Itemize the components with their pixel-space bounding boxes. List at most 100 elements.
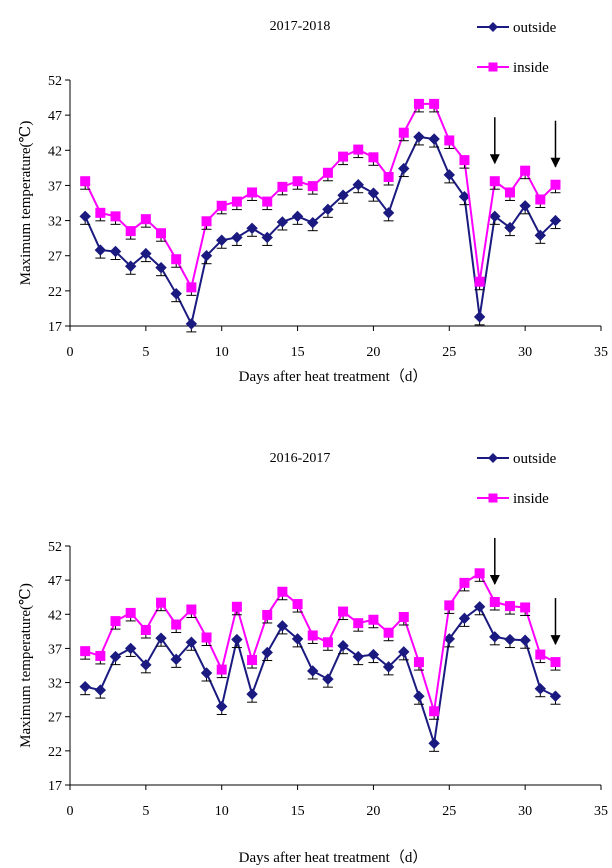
legend-marker-inside bbox=[488, 62, 498, 72]
data-point-outside bbox=[337, 189, 349, 201]
x-tick-label: 10 bbox=[215, 345, 229, 360]
series-line-inside bbox=[84, 102, 557, 291]
data-point-inside bbox=[413, 98, 424, 109]
data-point-inside bbox=[186, 282, 197, 293]
data-point-inside bbox=[353, 144, 364, 155]
data-point-outside bbox=[473, 311, 486, 323]
data-point-inside bbox=[429, 98, 440, 109]
y-tick-label: 22 bbox=[48, 745, 62, 760]
data-point-inside bbox=[277, 181, 288, 192]
data-point-outside bbox=[382, 661, 395, 673]
series-line-inside bbox=[84, 571, 556, 712]
data-point-outside bbox=[246, 688, 258, 700]
data-point-outside bbox=[307, 216, 319, 229]
data-point-inside bbox=[95, 650, 106, 661]
data-point-inside bbox=[125, 226, 136, 237]
data-point-inside bbox=[520, 602, 531, 613]
data-point-outside bbox=[246, 222, 258, 235]
data-point-inside bbox=[413, 657, 424, 668]
data-point-outside bbox=[504, 633, 516, 646]
data-point-inside bbox=[459, 577, 470, 588]
y-tick-label: 42 bbox=[48, 608, 62, 623]
data-point-outside bbox=[261, 231, 273, 244]
data-point-outside bbox=[216, 700, 228, 713]
series-line-outside bbox=[84, 605, 556, 744]
data-point-outside bbox=[413, 690, 425, 702]
data-point-outside bbox=[155, 632, 167, 644]
data-point-outside bbox=[443, 169, 455, 181]
data-point-outside bbox=[155, 261, 167, 274]
data-point-inside bbox=[322, 167, 333, 178]
data-point-outside bbox=[124, 260, 137, 272]
data-point-outside bbox=[549, 214, 562, 227]
data-point-inside bbox=[140, 214, 151, 225]
x-tick-label: 20 bbox=[366, 804, 380, 819]
data-point-outside bbox=[79, 210, 91, 223]
data-point-inside bbox=[459, 155, 470, 166]
y-tick-label: 52 bbox=[48, 74, 62, 89]
data-point-inside bbox=[262, 609, 273, 620]
data-point-inside bbox=[80, 176, 91, 187]
data-point-outside bbox=[398, 162, 410, 175]
x-tick-label: 30 bbox=[518, 804, 532, 819]
data-point-inside bbox=[262, 196, 273, 207]
data-point-inside bbox=[474, 568, 485, 579]
data-point-inside bbox=[156, 597, 167, 608]
data-point-inside bbox=[307, 630, 318, 641]
data-point-inside bbox=[383, 627, 394, 638]
data-point-outside bbox=[352, 179, 364, 191]
data-point-outside bbox=[428, 133, 440, 145]
legend-label-inside: inside bbox=[513, 60, 549, 76]
data-point-inside bbox=[368, 152, 379, 163]
legend-label-outside: outside bbox=[513, 451, 557, 467]
legend-marker-outside bbox=[488, 22, 498, 32]
data-point-outside bbox=[185, 636, 198, 648]
data-point-outside bbox=[140, 247, 152, 260]
y-tick-label: 37 bbox=[48, 642, 62, 657]
chart-title: 2016-2017 bbox=[270, 451, 331, 466]
data-point-inside bbox=[474, 276, 485, 287]
data-point-inside bbox=[216, 200, 227, 211]
data-point-outside bbox=[200, 667, 213, 679]
chart-2016-2017: 17 22 27 32 37 42 47 52 0 5 10 15 20 25 30 35 2016-2017 D… bbox=[18, 451, 608, 866]
data-point-inside bbox=[292, 176, 303, 187]
data-point-inside bbox=[398, 612, 409, 623]
data-point-inside bbox=[550, 179, 561, 190]
data-point-inside bbox=[231, 601, 242, 612]
data-point-outside bbox=[398, 646, 410, 658]
data-point-outside bbox=[276, 216, 289, 228]
data-point-outside bbox=[519, 634, 531, 646]
data-point-outside bbox=[352, 650, 364, 663]
data-point-inside bbox=[338, 606, 349, 617]
data-point-outside bbox=[185, 318, 198, 330]
data-point-outside bbox=[291, 633, 304, 645]
x-tick-label: 30 bbox=[518, 345, 532, 360]
data-point-outside bbox=[549, 690, 562, 702]
data-point-inside bbox=[292, 599, 303, 610]
data-point-outside bbox=[291, 210, 304, 223]
chart-2017-2018: 17 22 27 32 37 42 47 52 0 5 10 15 20 25 30 35 2017-2018 D… bbox=[18, 19, 608, 385]
data-point-inside bbox=[338, 151, 349, 162]
data-point-inside bbox=[504, 187, 515, 198]
y-tick-label: 37 bbox=[48, 179, 62, 194]
data-point-outside bbox=[322, 203, 334, 216]
data-point-outside bbox=[170, 653, 182, 666]
data-point-outside bbox=[94, 244, 107, 256]
data-point-outside bbox=[79, 680, 91, 693]
y-tick-label: 27 bbox=[48, 711, 62, 726]
x-tick-label: 0 bbox=[67, 804, 74, 819]
data-point-outside bbox=[200, 250, 213, 262]
data-point-inside bbox=[429, 706, 440, 717]
data-point-inside bbox=[186, 604, 197, 615]
data-point-inside bbox=[110, 211, 121, 222]
data-point-inside bbox=[489, 176, 500, 187]
data-point-outside bbox=[322, 673, 334, 685]
data-point-inside bbox=[353, 618, 364, 629]
data-point-inside bbox=[550, 657, 561, 668]
chart-title: 2017-2018 bbox=[270, 19, 331, 34]
data-point-outside bbox=[170, 287, 182, 300]
data-point-inside bbox=[277, 586, 288, 597]
data-point-inside bbox=[156, 228, 167, 239]
data-point-inside bbox=[171, 254, 182, 265]
